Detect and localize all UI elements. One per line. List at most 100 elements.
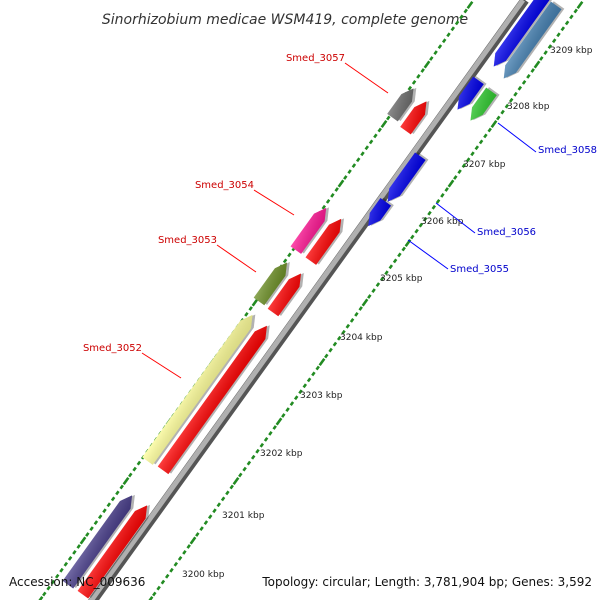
ruler-tick — [97, 514, 103, 520]
tick-label-3209: 3209 kbp — [550, 46, 593, 56]
minor-tick — [440, 193, 445, 198]
cds-rev-3058 — [457, 76, 487, 110]
minor-tick — [246, 460, 252, 466]
ruler-tick — [347, 169, 352, 174]
minor-tick — [500, 109, 505, 115]
minor-tick — [543, 50, 548, 55]
ruler-tick — [454, 20, 460, 26]
ruler-tick — [128, 472, 133, 478]
minor-tick — [496, 115, 501, 121]
callout-smed-3056 — [435, 202, 476, 234]
gene-labels: Smed_3057 Smed_3054 Smed_3053 Smed_3052 … — [83, 53, 597, 354]
minor-tick — [345, 323, 351, 329]
minor-tick — [289, 401, 295, 407]
ruler-tick — [364, 145, 370, 151]
minor-tick — [526, 74, 531, 79]
minor-tick — [250, 454, 256, 460]
ruler-tick — [63, 561, 69, 567]
cds-fwd-3057 — [400, 100, 430, 135]
minor-tick — [410, 234, 415, 240]
minor-tick — [431, 204, 437, 210]
minor-tick — [212, 508, 217, 514]
minor-tick — [388, 264, 394, 270]
callout-smed-3057 — [344, 62, 389, 94]
ruler-tick — [110, 496, 116, 502]
minor-tick — [470, 151, 475, 157]
minor-tick — [182, 550, 187, 555]
cog-bar-3058 — [470, 87, 500, 121]
accession-text: Accession: NC_009636 — [9, 575, 145, 589]
cog-bar-3054 — [290, 207, 329, 254]
minor-tick — [474, 145, 480, 151]
minor-tick — [199, 526, 204, 531]
minor-tick — [427, 210, 432, 216]
minor-tick — [358, 306, 363, 311]
minor-tick — [457, 169, 462, 174]
callout-smed-3058 — [497, 122, 537, 153]
cog-bar-3057 — [387, 87, 417, 122]
ruler-tick — [407, 85, 413, 91]
minor-tick — [293, 395, 299, 401]
minor-tick — [336, 335, 342, 341]
tick-label-3202: 3202 kbp — [260, 449, 303, 459]
minor-tick — [207, 514, 213, 520]
minor-tick — [414, 228, 419, 234]
ruler-tick — [54, 573, 60, 579]
cog-bar-3053 — [253, 262, 290, 306]
minor-tick — [375, 282, 381, 288]
feature-group — [62, 0, 565, 599]
minor-tick — [487, 127, 492, 133]
minor-tick — [242, 466, 247, 472]
minor-tick — [225, 490, 230, 496]
minor-tick — [255, 448, 260, 454]
minor-tick — [551, 38, 557, 44]
gene-label-smed-3057: Smed_3057 — [286, 53, 345, 64]
cds-rev-3059 — [493, 0, 555, 67]
minor-tick — [302, 383, 308, 389]
cds-fwd-3051 — [77, 504, 150, 599]
cds-rev-3055 — [368, 197, 394, 227]
ruler-tick — [337, 179, 345, 188]
minor-tick — [435, 198, 441, 204]
map-title: Sinorhizobium medicae WSM419, complete g… — [102, 12, 468, 28]
minor-tick — [483, 133, 488, 139]
minor-tick — [311, 371, 316, 377]
gene-label-smed-3054: Smed_3054 — [195, 180, 254, 191]
major-tick — [490, 119, 498, 129]
minor-tick — [220, 496, 226, 502]
backbone — [88, 0, 526, 600]
minor-tick — [272, 425, 277, 430]
ruler-tick — [248, 306, 253, 311]
minor-tick — [392, 258, 398, 264]
minor-tick — [354, 312, 359, 317]
tick-label-3208: 3208 kbp — [507, 102, 550, 112]
ruler-tick — [360, 151, 365, 157]
ruler-tick — [334, 187, 339, 192]
minor-tick — [401, 246, 406, 252]
minor-tick — [508, 97, 514, 103]
cds-fwd-3053 — [267, 273, 304, 317]
ruler-tick — [76, 544, 81, 549]
major-tick — [576, 0, 584, 10]
callout-smed-3053 — [216, 244, 257, 273]
minor-tick — [156, 585, 161, 591]
ruler-tick — [420, 68, 425, 73]
ruler-tick — [351, 163, 357, 169]
ruler-tick — [466, 0, 474, 10]
ruler-tick — [463, 8, 468, 14]
ruler-tick — [42, 591, 47, 597]
major-tick — [275, 417, 283, 426]
minor-tick — [324, 353, 329, 359]
tick-label-3205: 3205 kbp — [380, 274, 423, 284]
minor-tick — [328, 347, 333, 353]
ruler-tick — [433, 50, 438, 55]
minor-tick — [285, 407, 290, 412]
minor-tick — [397, 252, 402, 258]
ruler-tick — [446, 32, 451, 38]
minor-tick — [306, 377, 312, 383]
minor-tick — [238, 472, 243, 478]
ruler-tick — [119, 484, 124, 490]
minor-tick — [539, 56, 544, 61]
ruler-tick — [36, 595, 44, 600]
ruler-tick — [437, 44, 443, 50]
